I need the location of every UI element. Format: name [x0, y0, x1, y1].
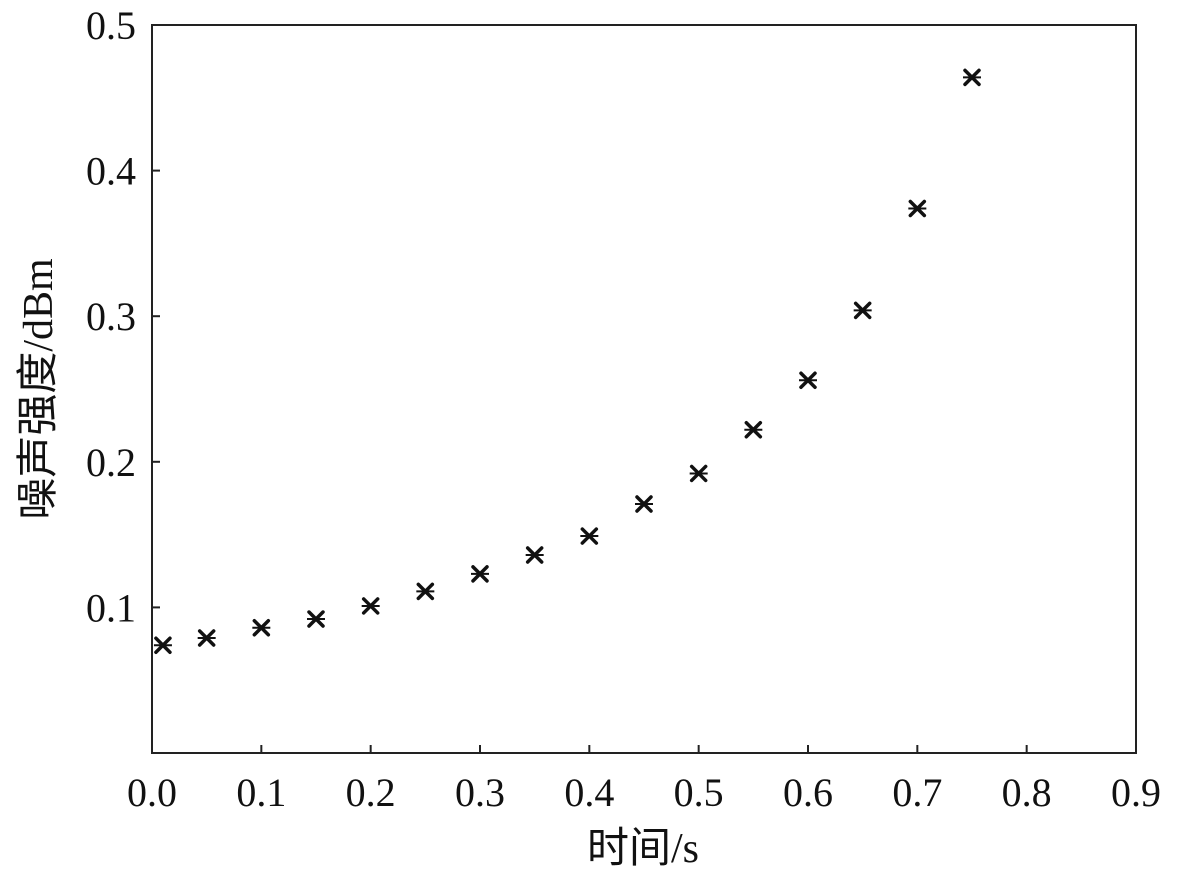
x-tick-label: 0.7	[892, 770, 942, 815]
data-point	[361, 597, 380, 615]
data-point	[963, 68, 981, 87]
y-axis-label: 噪声强度/dBm	[16, 258, 62, 520]
data-point	[252, 619, 271, 637]
data-point	[307, 610, 325, 628]
x-axis-label: 时间/s	[587, 826, 699, 872]
data-point	[689, 464, 708, 483]
x-tick-label: 0.5	[674, 770, 724, 815]
x-tick-labels: 0.0 0.1 0.2 0.3 0.4 0.5 0.6 0.7 0.8 0.9	[127, 770, 1161, 815]
x-tick-label: 0.1	[236, 770, 286, 815]
y-tick-label: 0.5	[86, 3, 136, 48]
x-tick-label: 0.8	[1002, 770, 1052, 815]
y-tick-label: 0.1	[86, 585, 136, 630]
data-point	[799, 371, 817, 390]
x-tick-label: 0.0	[127, 770, 177, 815]
axes	[151, 24, 1137, 754]
data-point	[744, 421, 763, 439]
x-tick-label: 0.9	[1111, 770, 1161, 815]
data-point	[197, 629, 216, 647]
plot-frame	[151, 24, 1137, 754]
data-point	[853, 301, 872, 320]
data-point	[635, 495, 653, 513]
data-point	[525, 546, 544, 564]
x-tick-label: 0.4	[564, 770, 614, 815]
x-tick-label: 0.3	[455, 770, 505, 815]
data-point	[153, 636, 172, 655]
y-tick-labels: 0.1 0.2 0.3 0.4 0.5	[86, 3, 136, 630]
y-tick-label: 0.3	[86, 294, 136, 339]
data-point	[416, 582, 435, 601]
y-tick-label: 0.4	[86, 149, 136, 194]
x-tick-label: 0.2	[346, 770, 396, 815]
y-tick-label: 0.2	[86, 440, 136, 485]
tick-marks	[151, 24, 1137, 753]
data-point	[580, 527, 599, 545]
data-point	[908, 199, 927, 218]
data-point	[471, 565, 489, 583]
data-points	[153, 68, 981, 655]
x-tick-label: 0.6	[783, 770, 833, 815]
